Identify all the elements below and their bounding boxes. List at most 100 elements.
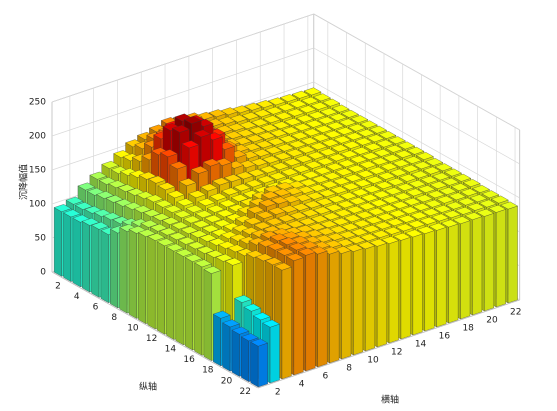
bar-top <box>171 221 189 230</box>
bar-top <box>440 219 459 228</box>
bar-top <box>302 170 320 179</box>
bar-top <box>195 210 213 218</box>
grid-line <box>313 81 520 199</box>
bar-top <box>168 232 187 241</box>
bar-front <box>293 257 304 376</box>
y-tick-label: 18 <box>202 366 214 376</box>
bar-top <box>422 208 440 217</box>
bar-top <box>429 181 448 189</box>
bar-top <box>267 137 285 146</box>
bar-top <box>354 179 372 188</box>
bar-top <box>460 188 478 197</box>
bar-top <box>455 206 473 215</box>
bar-top <box>322 98 340 107</box>
z-axis-label: 沉降幅值 <box>18 164 30 200</box>
bar-top <box>270 233 288 242</box>
bar-top <box>274 112 293 120</box>
bar-top <box>356 170 375 178</box>
bar-top <box>241 333 259 342</box>
z-tick-label: 200 <box>29 132 46 142</box>
bar-top <box>289 211 307 220</box>
bar-top <box>334 209 352 217</box>
bar-top <box>420 175 438 184</box>
bar-top <box>417 226 435 234</box>
bar-front <box>424 230 435 332</box>
bar-top <box>257 175 275 184</box>
bar-top <box>139 171 157 180</box>
bar-top <box>328 153 346 162</box>
bar-top <box>262 155 280 164</box>
bar-top <box>298 105 317 114</box>
bar-top <box>270 196 289 205</box>
bar-left <box>82 221 90 293</box>
bar-top <box>303 87 322 96</box>
y-tick-label: 8 <box>111 313 117 323</box>
bar-top <box>406 146 425 155</box>
bar-top <box>323 172 341 180</box>
bar-top <box>359 160 377 169</box>
bar-front <box>258 342 268 388</box>
bar-top <box>313 93 331 102</box>
bar-front <box>317 250 328 368</box>
bar-top <box>425 158 443 166</box>
bar-top <box>280 94 298 102</box>
bar-top <box>472 185 490 193</box>
bar-top <box>284 117 302 126</box>
bar-top <box>304 160 323 169</box>
bar-front <box>341 250 352 360</box>
y-tick-label: 6 <box>93 302 99 312</box>
bar-top <box>248 126 266 135</box>
bar-top <box>108 180 126 188</box>
bar-top <box>273 188 291 197</box>
bar-top <box>145 194 164 203</box>
bar-top <box>375 181 393 190</box>
bar-top <box>187 241 205 250</box>
bar-top <box>366 134 385 143</box>
bar-top <box>241 112 260 120</box>
bar-top <box>396 183 414 191</box>
bar-front <box>281 266 292 380</box>
bar-top <box>361 152 380 160</box>
bar-top <box>314 125 333 133</box>
bar-top <box>377 172 396 180</box>
bar-top <box>380 162 398 171</box>
bar-top <box>265 106 283 115</box>
bar-top <box>310 102 329 110</box>
bar-top <box>230 194 249 202</box>
x-tick-label: 20 <box>486 315 498 325</box>
bar-top <box>103 212 121 221</box>
bar-top <box>419 216 437 225</box>
bar-top <box>371 157 389 166</box>
bar-top <box>336 127 354 135</box>
bar-top <box>441 177 460 186</box>
bar-top <box>431 213 449 222</box>
bar-top <box>303 128 321 137</box>
grid-line <box>313 13 520 131</box>
bar-top <box>329 113 347 122</box>
bar-top <box>313 206 331 215</box>
bar-top <box>255 253 273 262</box>
bar-top <box>185 254 203 262</box>
bar-top <box>162 217 180 225</box>
bar-left <box>175 252 184 346</box>
bar-top <box>295 154 313 163</box>
bar-top <box>213 310 231 319</box>
bar-top <box>185 205 204 213</box>
bar-top <box>405 229 423 238</box>
bar-top <box>314 166 332 175</box>
y-tick-label: 10 <box>127 324 139 334</box>
bar-front <box>484 213 494 312</box>
bar-top <box>327 195 346 203</box>
bar-top <box>203 266 222 274</box>
bar-top <box>233 183 251 192</box>
bar-top <box>82 217 100 226</box>
bar-left <box>147 236 156 330</box>
bar-top <box>133 205 152 214</box>
bar-top <box>382 195 400 204</box>
bar-front <box>329 250 340 364</box>
bar-top <box>176 198 194 207</box>
x-tick-label: 16 <box>439 331 451 341</box>
bar-top <box>178 236 196 245</box>
bar-top <box>290 174 308 182</box>
